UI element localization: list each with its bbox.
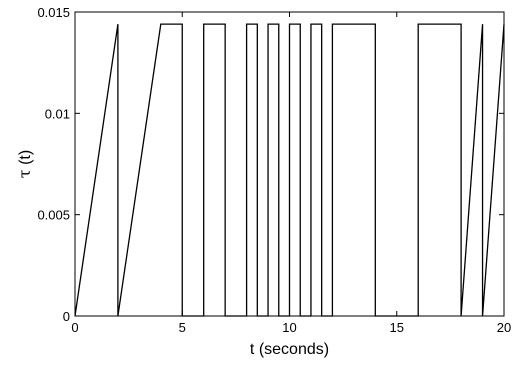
series-line xyxy=(74,23,505,317)
y-axis-label-arg: (t) xyxy=(17,150,34,170)
x-tick-label: 15 xyxy=(390,320,404,335)
x-axis-label: t (seconds) xyxy=(250,341,329,358)
y-axis-label-symbol: τ xyxy=(15,169,34,178)
y-axis-ticks: 0 0.005 0.01 0.015 xyxy=(37,5,504,324)
x-tick-label: 10 xyxy=(282,320,296,335)
y-axis-label: τ (t) xyxy=(15,150,34,178)
plot-area: 0 5 10 15 20 0 0.005 0.01 0.015 xyxy=(37,5,511,335)
y-tick-label: 0.01 xyxy=(45,106,70,121)
x-tick-label: 5 xyxy=(179,320,186,335)
x-tick-label: 0 xyxy=(71,320,78,335)
y-tick-label: 0.005 xyxy=(37,208,70,223)
x-tick-label: 20 xyxy=(497,320,511,335)
y-tick-label: 0 xyxy=(63,309,70,324)
x-axis-ticks: 0 5 10 15 20 xyxy=(71,12,511,335)
y-tick-label: 0.015 xyxy=(37,5,70,20)
